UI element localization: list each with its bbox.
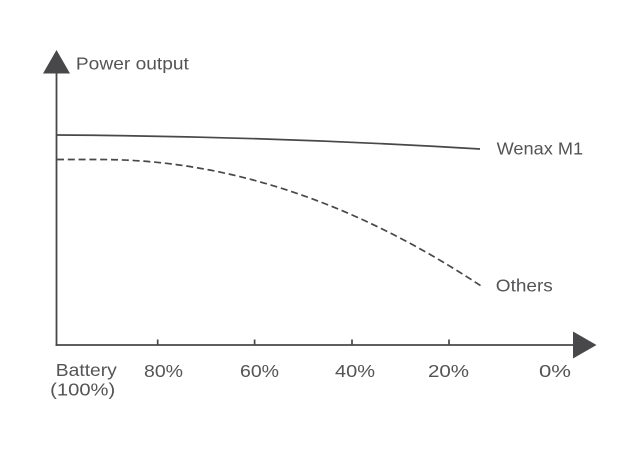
svg-text:80%: 80% <box>144 361 183 381</box>
svg-text:Wenax M1: Wenax M1 <box>497 139 583 159</box>
svg-text:(100%): (100%) <box>50 380 115 400</box>
svg-text:0%: 0% <box>539 361 571 381</box>
svg-text:60%: 60% <box>240 361 279 381</box>
svg-text:Power output: Power output <box>76 54 189 74</box>
svg-text:Battery: Battery <box>56 360 117 380</box>
svg-text:40%: 40% <box>335 361 375 381</box>
svg-text:Others: Others <box>496 276 553 296</box>
svg-text:20%: 20% <box>428 361 469 381</box>
